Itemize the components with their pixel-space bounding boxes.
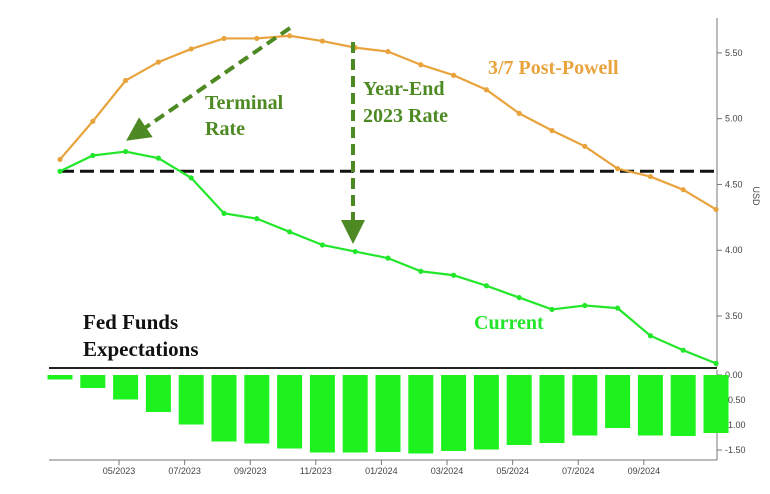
- post-powell-point: [516, 110, 522, 117]
- x-tick-label: 07/2023: [168, 466, 201, 476]
- current-point: [385, 255, 391, 261]
- post-powell-point: [287, 33, 293, 39]
- post-powell-point: [155, 59, 161, 65]
- post-powell-point: [221, 35, 227, 42]
- difference-bar: [309, 375, 335, 453]
- chart-title-line1: Fed Funds: [83, 310, 178, 334]
- x-tick-label: 05/2024: [496, 466, 529, 476]
- difference-bar: [178, 375, 204, 425]
- y-axis-label: USD: [751, 186, 761, 206]
- difference-bar: [506, 375, 532, 445]
- y-tick-label: 5.00: [725, 114, 743, 124]
- current-point: [221, 210, 227, 216]
- post-powell-label: 3/7 Post-Powell: [488, 57, 619, 79]
- post-powell-point: [483, 87, 489, 93]
- post-powell-point: [123, 77, 129, 84]
- difference-bar: [145, 375, 171, 412]
- current-point: [254, 216, 260, 222]
- current-point: [451, 272, 457, 278]
- difference-bar: [539, 375, 565, 443]
- current-label: Current: [474, 312, 544, 334]
- post-powell-point: [549, 127, 555, 134]
- difference-bar: [473, 375, 499, 450]
- terminal-rate-label-line2: Rate: [205, 118, 245, 140]
- current-point: [57, 168, 63, 174]
- current-point: [516, 294, 522, 301]
- post-powell-point: [451, 72, 457, 78]
- year-end-label-line2: 2023 Rate: [363, 105, 448, 127]
- difference-bar: [703, 375, 729, 433]
- difference-bar: [572, 375, 598, 436]
- difference-bar: [113, 375, 139, 400]
- post-powell-point: [647, 173, 654, 180]
- y-tick-label: 4.00: [725, 245, 743, 255]
- y-tick-label: -0.50: [725, 395, 746, 405]
- terminal-rate-label-line1: Terminal: [205, 92, 284, 114]
- current-point: [647, 333, 654, 339]
- series-points: [57, 33, 719, 366]
- x-axis-ticks: 05/2023 07/2023 09/2023 11/2023 01/2024 03/20…: [103, 460, 660, 476]
- post-powell-point: [713, 206, 719, 213]
- current-point: [319, 242, 325, 248]
- current-point: [188, 175, 194, 181]
- post-powell-point: [385, 48, 391, 55]
- x-tick-label: 11/2023: [300, 466, 332, 476]
- y-tick-label: 0.00: [725, 370, 743, 380]
- current-point: [287, 229, 293, 235]
- chart-title-line2: Expectations: [83, 337, 199, 361]
- post-powell-point: [254, 35, 260, 42]
- difference-bar: [80, 375, 106, 388]
- current-point: [582, 302, 588, 309]
- post-powell-point: [582, 143, 588, 149]
- post-powell-point: [188, 46, 194, 52]
- current-point: [549, 306, 555, 313]
- terminal-rate-arrow: [126, 26, 292, 141]
- difference-bar: [441, 375, 467, 451]
- y-tick-label: 3.50: [725, 311, 743, 321]
- x-tick-label: 05/2023: [103, 466, 136, 476]
- post-powell-point: [680, 187, 686, 193]
- difference-bar: [670, 375, 696, 436]
- current-point: [90, 152, 96, 159]
- x-tick-label: 09/2024: [628, 466, 661, 476]
- post-powell-point: [319, 38, 325, 44]
- x-tick-label: 01/2024: [365, 466, 398, 476]
- current-point: [418, 268, 424, 274]
- difference-bar: [375, 375, 401, 452]
- current-point: [123, 148, 129, 155]
- difference-bar: [637, 375, 663, 436]
- difference-bar: [47, 375, 73, 380]
- difference-bar: [342, 375, 368, 453]
- post-powell-point: [90, 118, 96, 124]
- difference-bar: [211, 375, 237, 442]
- y-tick-label: 5.50: [725, 48, 743, 58]
- difference-bar: [408, 375, 434, 454]
- x-tick-label: 07/2024: [562, 466, 595, 476]
- difference-bar: [277, 375, 303, 449]
- post-powell-point: [615, 166, 621, 172]
- year-end-label-line1: Year-End: [363, 78, 444, 100]
- x-tick-label: 03/2024: [431, 466, 464, 476]
- current-point: [155, 155, 161, 161]
- current-point: [713, 360, 719, 366]
- post-powell-point: [57, 156, 63, 163]
- current-point: [615, 305, 621, 311]
- post-powell-point: [418, 62, 424, 68]
- y-tick-label: -1.00: [725, 420, 746, 430]
- current-point: [352, 248, 358, 255]
- current-point: [483, 283, 489, 289]
- current-point: [680, 347, 686, 353]
- difference-bar: [244, 375, 270, 444]
- y-tick-label: -1.50: [725, 445, 746, 455]
- top-y-axis-ticks: 5.50 5.00 4.50 4.00 3.50: [717, 48, 743, 321]
- difference-bars: [47, 375, 729, 454]
- difference-bar: [605, 375, 631, 428]
- x-tick-label: 09/2023: [234, 466, 267, 476]
- y-tick-label: 4.50: [725, 179, 743, 189]
